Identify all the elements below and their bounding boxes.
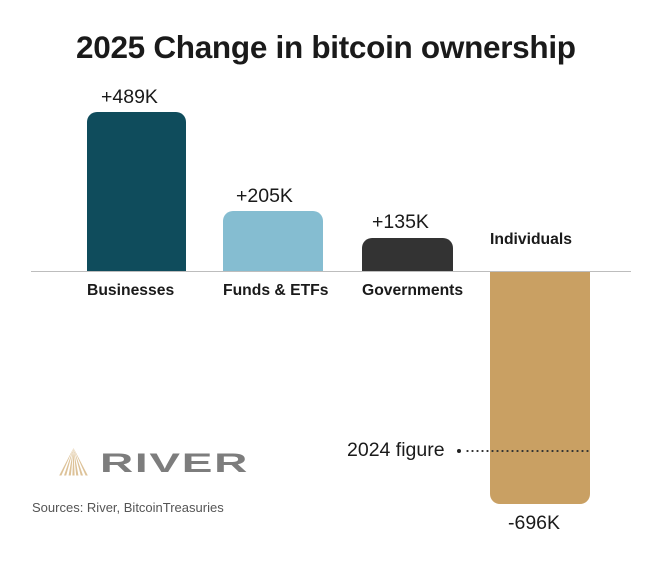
svg-text:RIVER: RIVER (100, 448, 249, 478)
